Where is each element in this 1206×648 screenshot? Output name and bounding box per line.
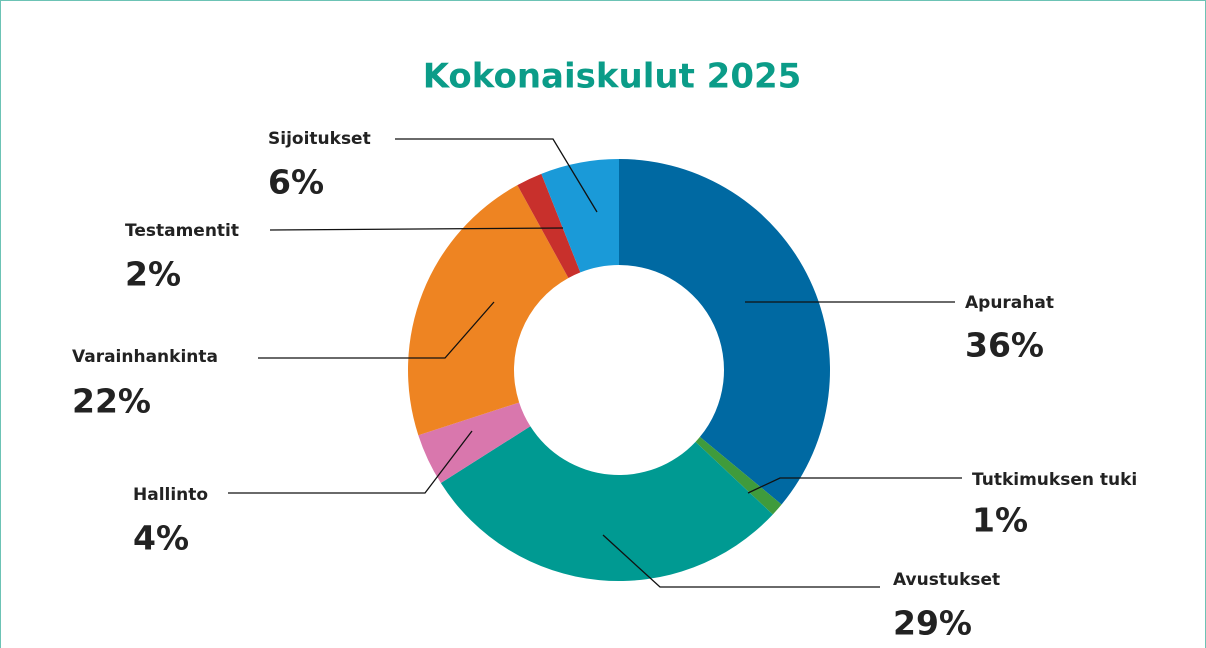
- slice: [418, 402, 531, 484]
- slice: [440, 426, 773, 582]
- slice-label: Apurahat: [965, 293, 1054, 313]
- slice: [517, 173, 581, 278]
- value-label: 4%: [133, 519, 189, 558]
- slice: [541, 159, 619, 273]
- value-label: 22%: [72, 382, 151, 421]
- leader-line: [228, 430, 473, 494]
- value-label: 2%: [125, 255, 181, 294]
- leader-line: [395, 138, 598, 213]
- slice-label: Sijoitukset: [268, 129, 371, 149]
- slice-label: Tutkimuksen tuki: [972, 470, 1137, 490]
- value-label: 29%: [893, 604, 972, 643]
- slice: [408, 185, 569, 436]
- value-label: 6%: [268, 163, 324, 202]
- chart-title: Kokonaiskulut 2025: [423, 57, 802, 97]
- slice-label: Testamentit: [125, 221, 239, 241]
- leader-line: [269, 227, 564, 231]
- leader-line: [258, 301, 495, 359]
- slice-label: Hallinto: [133, 485, 208, 505]
- value-label: 36%: [965, 326, 1044, 365]
- leader-line: [602, 534, 880, 588]
- slice: [619, 159, 831, 505]
- slice-label: Avustukset: [893, 570, 1000, 590]
- slice-label: Varainhankinta: [72, 347, 218, 367]
- leader-line: [747, 477, 962, 494]
- value-label: 1%: [972, 501, 1028, 540]
- slice: [695, 436, 782, 515]
